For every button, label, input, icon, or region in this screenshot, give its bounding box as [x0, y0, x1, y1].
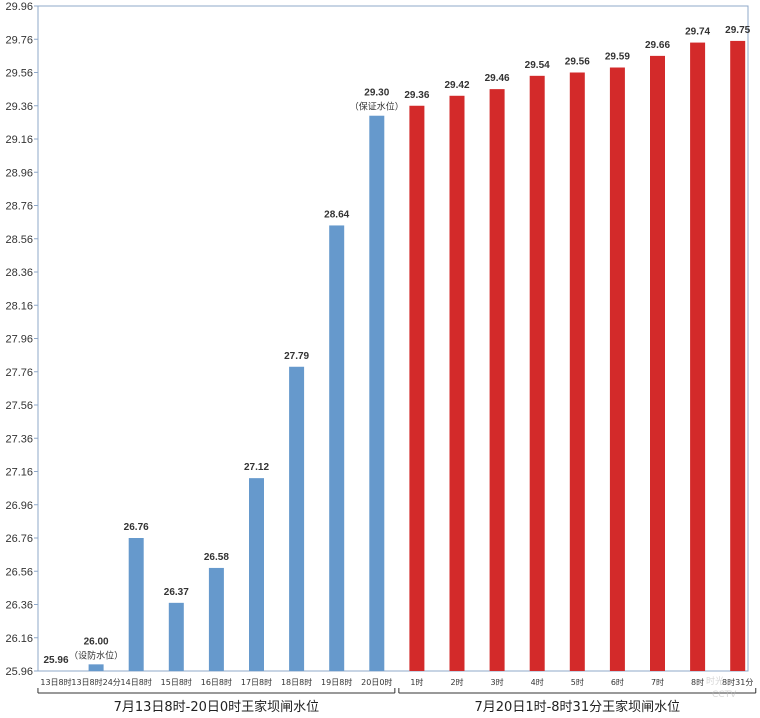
watermark-line2: CCTV [712, 690, 737, 700]
watermark-line1: 时光 [706, 675, 724, 687]
bar-9 [409, 105, 425, 671]
value-label-2: 26.76 [124, 522, 149, 533]
bars: 25.96 26.00 （设防水位） 26.76 26.37 26.58 27.12 27.7… [43, 25, 751, 672]
bar-13 [569, 72, 585, 671]
bar-2 [128, 538, 144, 671]
y-tick-label-9: 27.76 [5, 367, 33, 379]
y-tick-label-4: 26.76 [5, 533, 33, 545]
value-label-14: 29.59 [605, 52, 630, 63]
y-tick-label-5: 26.96 [5, 500, 33, 512]
value-label-8: 29.30 [364, 88, 389, 99]
bar-12 [529, 75, 545, 671]
group-label-0: 7月13日8时-20日0时王家坝闸水位 [114, 699, 320, 715]
y-tick-label-15: 28.96 [5, 167, 33, 179]
y-tick-label-13: 28.56 [5, 234, 33, 246]
bar-8 [369, 115, 385, 672]
value-label-7: 28.64 [324, 209, 349, 220]
y-tick-label-6: 27.16 [5, 467, 33, 479]
bar-4 [208, 567, 224, 671]
y-tick-label-18: 29.56 [5, 68, 33, 80]
group-label-1: 7月20日1时-8时31分王家坝闸水位 [475, 699, 681, 715]
bar-10 [449, 95, 465, 671]
annotation-1: （设防水位） [69, 649, 123, 661]
y-tick-label-20: 29.96 [5, 1, 33, 13]
bar-7 [329, 225, 345, 671]
value-label-9: 29.36 [404, 90, 429, 101]
x-tick-label-3: 15日8时 [161, 677, 192, 687]
y-tick-label-2: 26.36 [5, 600, 33, 612]
y-tick-label-1: 26.16 [5, 633, 33, 645]
y-tick-label-10: 27.96 [5, 334, 33, 346]
bar-5 [249, 478, 264, 671]
bar-14 [609, 67, 625, 671]
value-label-13: 29.56 [565, 57, 590, 68]
y-axis: 25.96 26.16 26.36 26.56 26.76 26.96 27.16 27.36… [5, 1, 749, 678]
value-label-11: 29.46 [485, 73, 510, 84]
x-tick-label-15: 7时 [651, 677, 664, 687]
value-label-10: 29.42 [444, 80, 469, 91]
x-tick-label-2: 14日8时 [121, 677, 152, 687]
y-tick-label-17: 29.36 [5, 101, 33, 113]
annotation-8: （保证水位） [350, 101, 404, 113]
x-tick-label-13: 5时 [571, 677, 584, 687]
x-tick-label-5: 17日8时 [241, 677, 272, 687]
bar-6 [289, 366, 305, 671]
value-label-6: 27.79 [284, 351, 309, 362]
x-tick-label-1: 13日8时24分 [71, 677, 120, 687]
y-tick-label-3: 26.56 [5, 566, 33, 578]
x-tick-label-11: 3时 [491, 677, 504, 687]
bar-1 [88, 664, 104, 671]
value-label-12: 29.54 [525, 60, 550, 71]
x-tick-label-17: 8时31分 [722, 677, 753, 687]
y-tick-label-14: 28.76 [5, 201, 33, 213]
y-tick-label-7: 27.36 [5, 433, 33, 445]
y-tick-label-19: 29.76 [5, 34, 33, 46]
x-tick-label-7: 19日8时 [321, 677, 352, 687]
y-tick-label-16: 29.16 [5, 134, 33, 146]
x-tick-label-14: 6时 [611, 677, 624, 687]
y-tick-label-8: 27.56 [5, 400, 33, 412]
x-tick-label-6: 18日8时 [281, 677, 312, 687]
x-tick-label-9: 1时 [410, 677, 423, 687]
group-brackets: 7月13日8时-20日0时王家坝闸水位 7月20日1时-8时31分王家坝闸水位 [37, 688, 757, 715]
value-label-16: 29.74 [685, 27, 710, 38]
value-label-5: 27.12 [244, 462, 269, 473]
bar-11 [489, 89, 505, 671]
bar-3 [168, 602, 184, 671]
value-label-3: 26.37 [164, 587, 189, 598]
y-tick-label-11: 28.16 [5, 300, 33, 312]
bar-15 [650, 55, 665, 671]
x-tick-label-0: 13日8时 [40, 677, 71, 687]
value-label-4: 26.58 [204, 552, 229, 563]
y-tick-label-12: 28.36 [5, 267, 33, 279]
watermark-logo: 时光 CCTV [706, 675, 737, 700]
x-axis: 13日8时 13日8时24分 14日8时 15日8时 16日8时 17日8时 18日8时 19… [40, 677, 753, 687]
bar-16 [690, 42, 706, 671]
x-tick-label-8: 20日0时 [361, 677, 392, 687]
x-tick-label-12: 4时 [531, 677, 544, 687]
value-label-0: 25.96 [43, 655, 68, 666]
x-tick-label-4: 16日8时 [201, 677, 232, 687]
value-label-1: 26.00 [84, 636, 109, 647]
value-label-17: 29.75 [725, 25, 750, 36]
y-tick-label-0: 25.96 [5, 666, 33, 678]
bar-17 [730, 40, 746, 672]
x-tick-label-10: 2时 [450, 677, 463, 687]
x-tick-label-16: 8时 [691, 677, 704, 687]
value-label-15: 29.66 [645, 40, 670, 51]
